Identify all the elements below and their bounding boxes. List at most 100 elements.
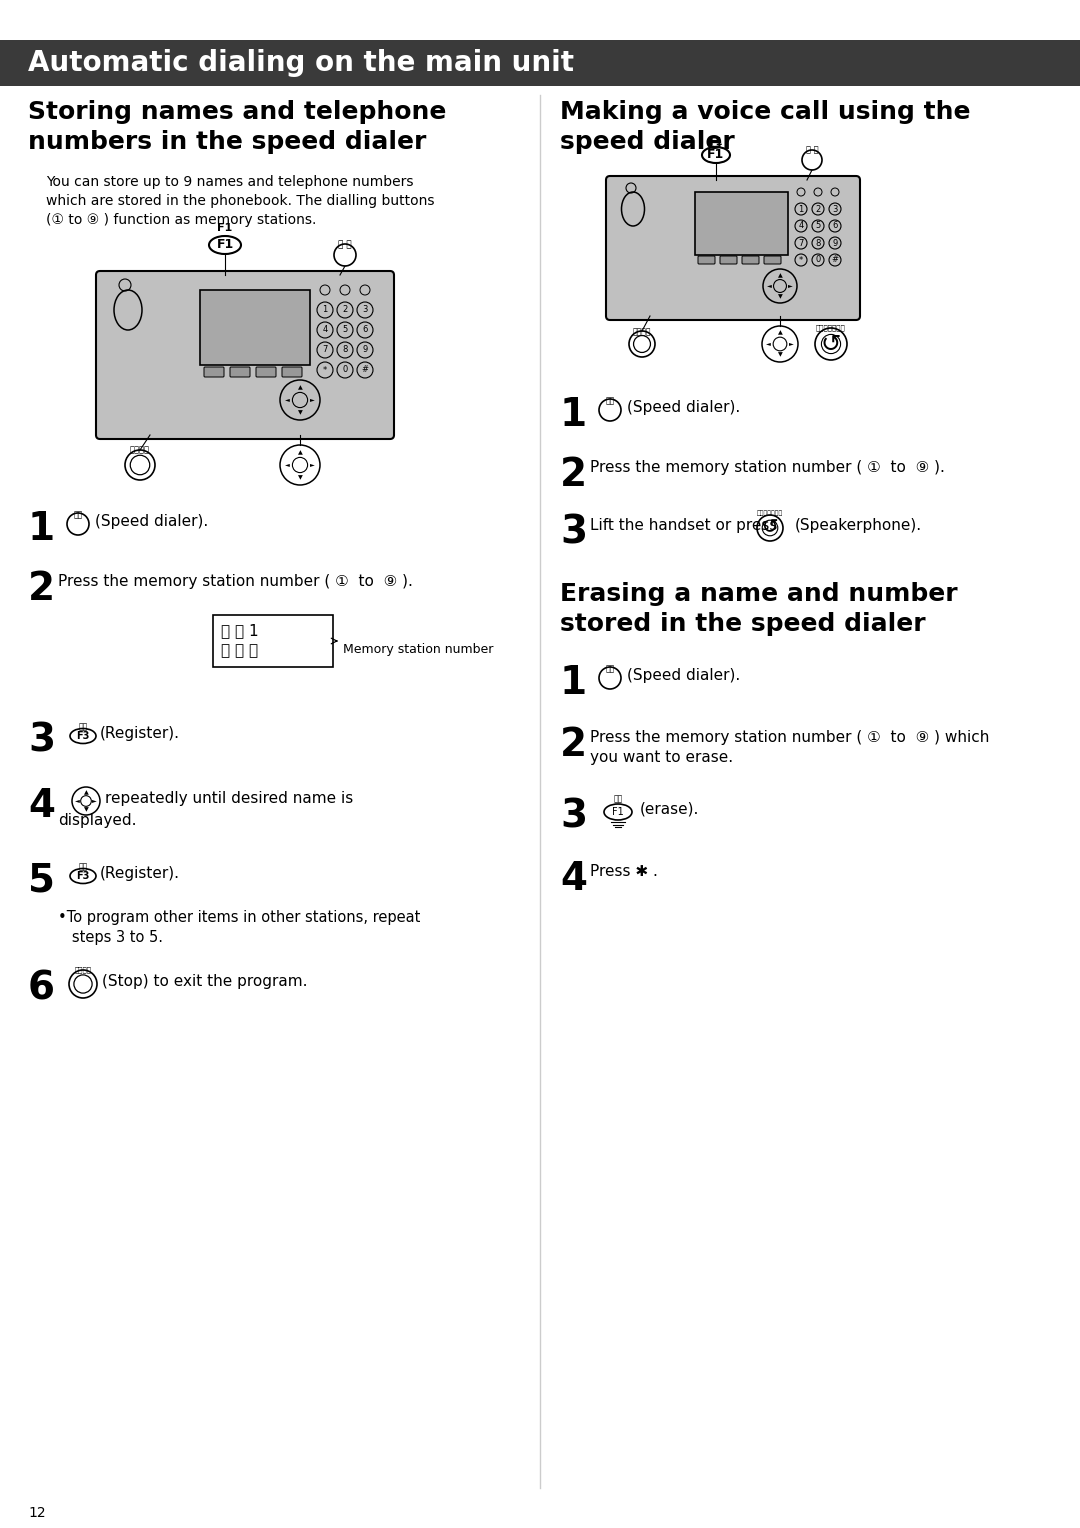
Text: ►: ► (310, 397, 314, 402)
FancyBboxPatch shape (698, 257, 715, 264)
Text: Storing names and telephone: Storing names and telephone (28, 99, 446, 124)
Text: 登録: 登録 (79, 862, 87, 871)
Text: 4: 4 (561, 860, 588, 898)
Text: 1: 1 (28, 510, 55, 549)
Text: F1: F1 (217, 223, 232, 232)
Text: 4: 4 (322, 325, 327, 335)
Text: (Speed dialer).: (Speed dialer). (627, 668, 740, 683)
Text: 9: 9 (363, 345, 367, 354)
Text: 2: 2 (28, 570, 55, 608)
Text: speed dialer: speed dialer (561, 130, 734, 154)
Text: 9: 9 (833, 238, 838, 248)
Text: ▲: ▲ (83, 790, 89, 795)
Text: ▲: ▲ (298, 385, 302, 390)
Text: 7: 7 (798, 238, 804, 248)
Text: 2: 2 (561, 726, 588, 764)
Text: (Speed dialer).: (Speed dialer). (95, 513, 208, 529)
Text: Memory station number: Memory station number (343, 643, 494, 656)
Text: You can store up to 9 names and telephone numbers
which are stored in the phoneb: You can store up to 9 names and telephon… (46, 176, 434, 226)
Text: 消去: 消去 (613, 795, 623, 804)
Text: 3: 3 (561, 513, 588, 552)
Text: F3: F3 (77, 871, 90, 882)
Text: steps 3 to 5.: steps 3 to 5. (58, 931, 163, 944)
Text: 5: 5 (28, 862, 55, 900)
Bar (696, 193, 788, 255)
Text: (erase).: (erase). (640, 802, 700, 817)
Text: ▼: ▼ (83, 807, 89, 813)
Text: 短縮: 短縮 (73, 510, 83, 520)
Text: Making a voice call using the: Making a voice call using the (561, 99, 971, 124)
Text: ↺: ↺ (761, 518, 779, 538)
Text: F1: F1 (710, 138, 723, 147)
Text: ►: ► (788, 284, 793, 289)
Text: ►: ► (310, 463, 314, 468)
Text: ►: ► (788, 341, 794, 347)
Ellipse shape (114, 290, 141, 330)
Text: *: * (799, 255, 804, 264)
Text: 6: 6 (833, 222, 838, 231)
Bar (0, 40, 1080, 86)
Text: ▲: ▲ (298, 451, 302, 455)
Text: Lift the handset or press: Lift the handset or press (590, 518, 778, 533)
FancyBboxPatch shape (764, 257, 781, 264)
Text: (Register).: (Register). (100, 726, 180, 741)
Text: ◄: ◄ (767, 284, 772, 289)
FancyBboxPatch shape (96, 270, 394, 439)
Text: stored in the speed dialer: stored in the speed dialer (561, 613, 926, 636)
FancyBboxPatch shape (606, 176, 860, 319)
Text: 3: 3 (362, 306, 367, 315)
Bar (200, 290, 310, 365)
Text: スピーカーホン: スピーカーホン (757, 510, 783, 515)
Text: F3: F3 (77, 730, 90, 741)
Text: ストップ: ストップ (130, 445, 150, 454)
Text: 12: 12 (28, 1507, 45, 1520)
Text: Press ✱ .: Press ✱ . (590, 863, 658, 879)
Text: 7: 7 (322, 345, 327, 354)
FancyBboxPatch shape (204, 367, 224, 377)
Text: 3: 3 (833, 205, 838, 214)
Text: ◄: ◄ (767, 341, 771, 347)
FancyBboxPatch shape (742, 257, 759, 264)
Text: Automatic dialing on the main unit: Automatic dialing on the main unit (28, 49, 573, 76)
Text: 2: 2 (815, 205, 821, 214)
Text: 0: 0 (815, 255, 821, 264)
Text: 2: 2 (342, 306, 348, 315)
Text: ◄: ◄ (285, 463, 289, 468)
Text: 2: 2 (561, 455, 588, 494)
Text: (Speed dialer).: (Speed dialer). (627, 400, 740, 416)
Text: ▼: ▼ (298, 475, 302, 480)
Text: 4: 4 (798, 222, 804, 231)
Text: F1: F1 (612, 807, 624, 817)
Text: repeatedly until desired name is: repeatedly until desired name is (105, 792, 353, 805)
Text: Press the memory station number ( ①  to  ⑨ ) which: Press the memory station number ( ① to ⑨… (590, 730, 989, 746)
Bar (213, 614, 333, 668)
Text: you want to erase.: you want to erase. (590, 750, 733, 766)
Text: ▲: ▲ (778, 330, 782, 335)
Text: ◄: ◄ (285, 397, 289, 402)
Text: ►: ► (92, 799, 97, 804)
Text: 短縮: 短縮 (606, 396, 615, 405)
FancyBboxPatch shape (256, 367, 276, 377)
Text: 1: 1 (561, 665, 588, 701)
Text: 短 縮: 短 縮 (806, 145, 819, 154)
Text: •To program other items in other stations, repeat: •To program other items in other station… (58, 911, 420, 924)
Text: numbers in the speed dialer: numbers in the speed dialer (28, 130, 427, 154)
Text: 5: 5 (815, 222, 821, 231)
Text: displayed.: displayed. (58, 813, 136, 828)
FancyBboxPatch shape (282, 367, 302, 377)
Text: 5: 5 (342, 325, 348, 335)
Text: ▼: ▼ (298, 410, 302, 416)
Text: 8: 8 (815, 238, 821, 248)
FancyBboxPatch shape (720, 257, 737, 264)
Text: 短縮: 短縮 (606, 665, 615, 672)
Text: ◄: ◄ (75, 799, 80, 804)
Text: 6: 6 (362, 325, 367, 335)
Text: 0: 0 (342, 365, 348, 374)
Text: F1: F1 (707, 148, 725, 162)
Text: 1: 1 (798, 205, 804, 214)
Text: F1: F1 (216, 238, 233, 252)
Text: 1: 1 (561, 396, 588, 434)
Text: #: # (832, 255, 838, 264)
Text: Press the memory station number ( ①  to  ⑨ ).: Press the memory station number ( ① to ⑨… (58, 575, 413, 588)
Text: Erasing a name and number: Erasing a name and number (561, 582, 958, 607)
